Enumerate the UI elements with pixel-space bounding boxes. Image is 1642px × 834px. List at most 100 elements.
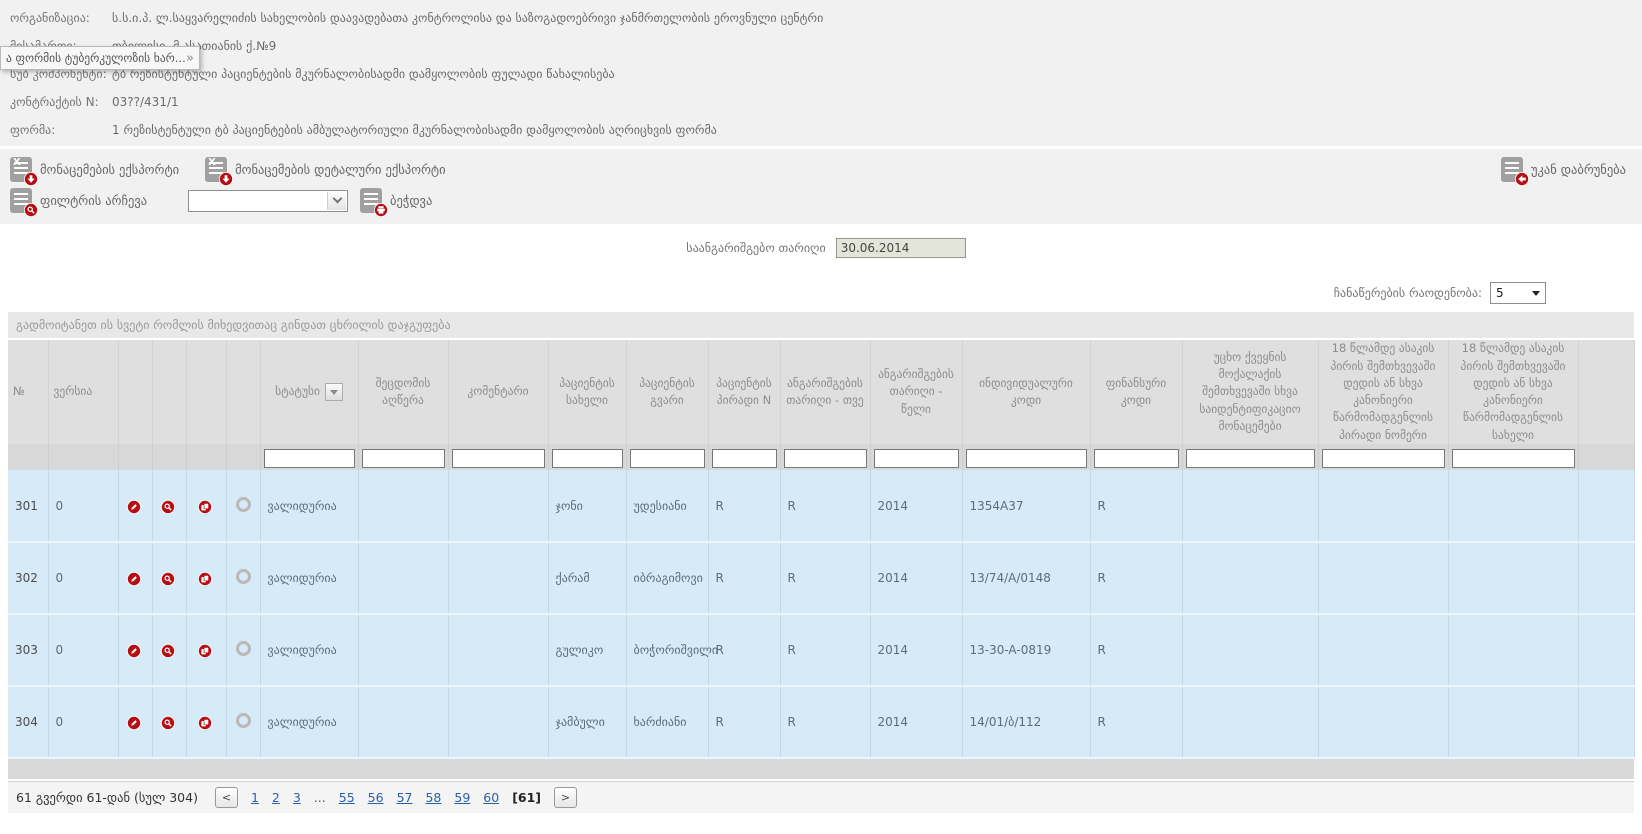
prev-page-button[interactable]: <	[214, 787, 238, 808]
cell-first-name: ჯამბული	[548, 686, 627, 759]
search-icon	[24, 203, 38, 217]
cell-version: 0	[48, 614, 119, 687]
filter-input-status[interactable]	[263, 448, 355, 468]
page-link-58[interactable]: 58	[425, 790, 442, 805]
status-filter-dropdown-button[interactable]	[324, 383, 343, 401]
cell-individual-code: 1354A37	[962, 470, 1091, 543]
cell-no: 303	[8, 614, 49, 687]
next-page-button[interactable]: >	[554, 787, 578, 808]
col-header-foreign-id[interactable]: უცხო ქვეყნის მოქალაქის შემთხვევაში სხვა …	[1182, 340, 1319, 444]
filter-input-report-year[interactable]	[873, 448, 959, 468]
page-link-2[interactable]: 2	[271, 790, 280, 805]
download-arrow-icon	[219, 172, 234, 186]
col-header-individual-code[interactable]: ინდივიდუალური კოდი	[962, 340, 1091, 444]
col-header-first-name[interactable]: პაციენტის სახელი	[548, 340, 627, 444]
back-button[interactable]: უკან დაბრუნება	[1501, 157, 1626, 186]
col-header-no[interactable]: №	[8, 340, 49, 444]
grid-footer-strip	[8, 759, 1634, 779]
filter-input-comment[interactable]	[451, 448, 545, 468]
filter-input-report-month[interactable]	[783, 448, 867, 468]
download-arrow-icon	[24, 172, 38, 186]
filter-input-error[interactable]	[361, 448, 445, 468]
filter-input-foreign-id[interactable]	[1185, 448, 1315, 468]
col-header-comment[interactable]: კომენტარი	[448, 340, 549, 444]
back-label: უკან დაბრუნება	[1531, 162, 1626, 177]
cell-version: 0	[48, 686, 119, 759]
page-link-57[interactable]: 57	[396, 790, 413, 805]
col-header-edit	[118, 340, 153, 444]
col-header-filler	[1578, 340, 1635, 444]
col-header-last-name[interactable]: პაციენტის გვარი	[626, 340, 709, 444]
select-row-radio[interactable]	[235, 713, 251, 728]
cell-guardian-name	[1448, 542, 1579, 615]
cell-last-name: ხარძიანი	[626, 686, 709, 759]
cell-last-name: იბრაგიმოვი	[626, 542, 709, 615]
col-header-error[interactable]: შეცდომის აღწერა	[358, 340, 449, 444]
print-label: ბეჭდვა	[390, 193, 433, 208]
groupby-hint-text: გადმოიტანეთ ის სვეტი რომლის მიხედვითაც გ…	[16, 318, 451, 332]
cell-no: 304	[8, 686, 49, 759]
tooltip-text: ა ფორმის ტუბერკულოზის ხარ...	[6, 51, 186, 65]
filter-input-first-name[interactable]	[551, 448, 623, 468]
select-row-radio[interactable]	[235, 641, 251, 656]
cell-status: ვალიდურია	[260, 614, 359, 687]
cell-last-name: ბოჭორიშვილი	[626, 614, 718, 687]
page-link-3[interactable]: 3	[292, 790, 301, 805]
filter-input-financial-code[interactable]	[1093, 448, 1179, 468]
subcomponent-value: ტბ რეზისტენტული პაციენტების მკურნალობისა…	[112, 67, 615, 81]
cell-comment	[448, 470, 549, 543]
cell-first-name: ქარამ	[548, 542, 627, 615]
col-header-report-month[interactable]: ანგარიშგების თარიღი - თვე	[780, 340, 871, 444]
report-date-label: საანგარიშგებო თარიღი	[686, 241, 826, 255]
cell-error	[358, 614, 449, 687]
filter-input-personal-n[interactable]	[711, 448, 777, 468]
groupby-drop-zone[interactable]: გადმოიტანეთ ის სვეტი რომლის მიხედვითაც გ…	[8, 312, 1634, 338]
cell-comment	[448, 614, 549, 687]
pagination-ellipsis: ...	[313, 790, 326, 805]
organization-value: ს.ს.ი.პ. ლ.საყვარელიძის სახელობის დაავად…	[112, 11, 824, 25]
select-filter-button[interactable]: ფილტრის არჩევა	[10, 188, 182, 217]
page-link-60[interactable]: 60	[483, 790, 500, 805]
report-info-block: ორგანიზაცია: ს.ს.ი.პ. ლ.საყვარელიძის სახ…	[0, 0, 1642, 146]
page-link-56[interactable]: 56	[367, 790, 384, 805]
back-arrow-icon	[1515, 172, 1530, 186]
filter-input-guardian-id[interactable]	[1321, 448, 1445, 468]
print-button[interactable]: ბეჭდვა	[360, 188, 433, 217]
filter-input-guardian-name[interactable]	[1451, 448, 1575, 468]
page-link-1[interactable]: 1	[250, 790, 259, 805]
contract-label: კონტრაქტის N:	[10, 95, 99, 109]
col-header-guardian-id[interactable]: 18 წლამდე ასაკის პირის შემთხვევაში დედის…	[1318, 340, 1449, 444]
col-header-view	[152, 340, 187, 444]
detailed-export-button[interactable]: X მონაცემების დეტალური ექსპორტი	[205, 157, 446, 186]
subcomponent-label: სუბ კომპონენტი:	[10, 67, 107, 81]
cell-error	[358, 686, 449, 759]
select-row-radio[interactable]	[235, 496, 251, 512]
select-row-radio[interactable]	[235, 569, 251, 584]
col-header-financial-code[interactable]: ფინანსური კოდი	[1090, 340, 1183, 444]
filter-input-individual-code[interactable]	[965, 448, 1087, 468]
page-link-55[interactable]: 55	[338, 790, 355, 805]
col-header-status[interactable]: სტატუსი	[260, 340, 359, 444]
expand-chevron-icon[interactable]: »	[186, 50, 194, 66]
page-link-59[interactable]: 59	[454, 790, 471, 805]
cell-report-year: 2014	[870, 614, 963, 687]
report-date-input[interactable]	[835, 238, 966, 258]
patients-grid: № ვერსია სტატუსი შეცდომის აღწერა კომენტა…	[8, 340, 1635, 759]
export-data-button[interactable]: X მონაცემების ექსპორტი	[10, 157, 179, 186]
col-header-report-year[interactable]: ანგარიშგების თარიღი - წელი	[870, 340, 963, 444]
copy-icon	[198, 572, 212, 586]
filter-input-last-name[interactable]	[629, 448, 705, 468]
filter-dropdown[interactable]	[188, 189, 348, 212]
col-header-personal-n[interactable]: პაციენტის პირადი N	[708, 340, 781, 444]
dropdown-arrow-icon[interactable]	[327, 191, 346, 210]
cell-individual-code: 13-30-A-0819	[962, 614, 1091, 687]
records-count-select[interactable]: 5	[1490, 282, 1546, 304]
col-header-guardian-name[interactable]: 18 წლამდე ასაკის პირის შემთხვევაში დედის…	[1448, 340, 1579, 444]
cell-guardian-name	[1448, 686, 1579, 759]
menu-tooltip: ა ფორმის ტუბერკულოზის ხარ... »	[0, 46, 200, 70]
cell-report-month: R	[780, 470, 871, 543]
col-header-version[interactable]: ვერსია	[48, 340, 119, 444]
col-header-select	[226, 340, 261, 444]
cell-no: 302	[8, 542, 49, 615]
select-filter-label: ფილტრის არჩევა	[40, 193, 148, 208]
